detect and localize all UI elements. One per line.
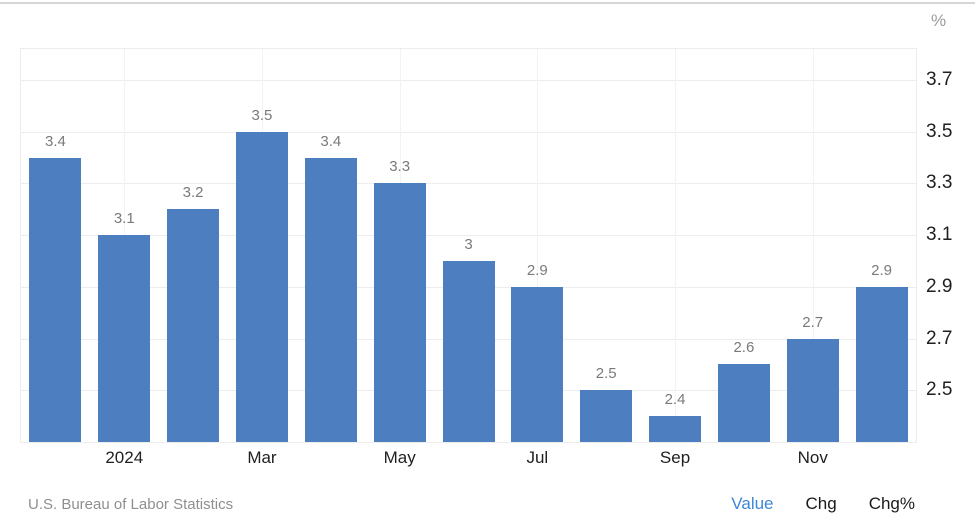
x-axis-tick-label: Nov — [797, 448, 828, 467]
y-axis-tick-label: 3.7 — [926, 69, 953, 91]
horizontal-gridline — [21, 80, 916, 82]
vertical-gridline — [675, 49, 677, 442]
bar-value-label: 3 — [464, 236, 473, 253]
bar[interactable] — [786, 338, 839, 442]
bar-value-label: 2.6 — [733, 339, 755, 357]
x-axis-tick-label: Jul — [526, 448, 549, 467]
top-divider — [0, 2, 975, 4]
bar[interactable] — [373, 183, 426, 442]
y-axis-tick-label: 2.5 — [926, 379, 953, 401]
bar[interactable] — [442, 261, 495, 442]
y-axis-tick-label: 3.5 — [926, 120, 953, 142]
bar-value-label: 2.7 — [802, 313, 824, 331]
bar[interactable] — [580, 390, 633, 442]
vertical-gridline — [537, 49, 539, 442]
toggle-chg[interactable]: Chg — [805, 494, 837, 513]
horizontal-gridline — [21, 131, 916, 133]
bar-value-label: 3.2 — [182, 184, 204, 202]
x-axis-tick-label: 2024 — [105, 448, 144, 467]
bar-value-label: 2.4 — [664, 391, 686, 409]
bar[interactable] — [235, 131, 288, 442]
y-axis-tick-label: 2.9 — [926, 275, 953, 297]
bar-value-label: 2.9 — [871, 261, 892, 279]
y-axis-tick-label: 3.3 — [926, 172, 953, 194]
bar[interactable] — [717, 364, 770, 442]
y-axis-tick-label: 3.1 — [926, 224, 953, 246]
bar-value-label: 3.5 — [251, 106, 273, 124]
bar-value-label: 2.5 — [595, 365, 617, 383]
vertical-gridline — [812, 49, 814, 442]
horizontal-gridline — [21, 235, 916, 237]
toggle-chg[interactable]: Chg% — [868, 494, 915, 513]
toggle-value[interactable]: Value — [731, 494, 774, 513]
bar[interactable] — [29, 157, 82, 442]
horizontal-gridline — [21, 183, 916, 185]
bar[interactable] — [167, 209, 220, 442]
bar-value-label: 3.1 — [113, 210, 135, 228]
plot-area: 3.4 3.1 3.2 3.5 3.4 3.3 3 2.9 2.5 2.4 2.6 2.7 2.9 — [20, 48, 917, 443]
bar-value-label: 2.9 — [526, 261, 548, 279]
bar[interactable] — [855, 286, 908, 442]
x-axis-tick-label: Mar — [247, 448, 277, 467]
bar[interactable] — [649, 416, 702, 442]
x-axis-tick-label: Sep — [659, 448, 691, 467]
bar-value-label: 3.4 — [44, 132, 66, 150]
x-axis-tick-label: May — [383, 448, 416, 467]
series-toggle-group: Value Chg Chg% — [731, 494, 915, 514]
bar[interactable] — [98, 235, 151, 442]
y-axis-unit-label: % — [931, 11, 947, 30]
bar[interactable] — [511, 286, 564, 442]
bar-value-label: 3.3 — [389, 158, 411, 176]
bar[interactable] — [304, 157, 357, 442]
source-link[interactable]: U.S. Bureau of Labor Statistics — [28, 496, 234, 513]
bar-value-label: 3.4 — [320, 132, 342, 150]
y-axis-tick-label: 2.7 — [926, 327, 953, 349]
